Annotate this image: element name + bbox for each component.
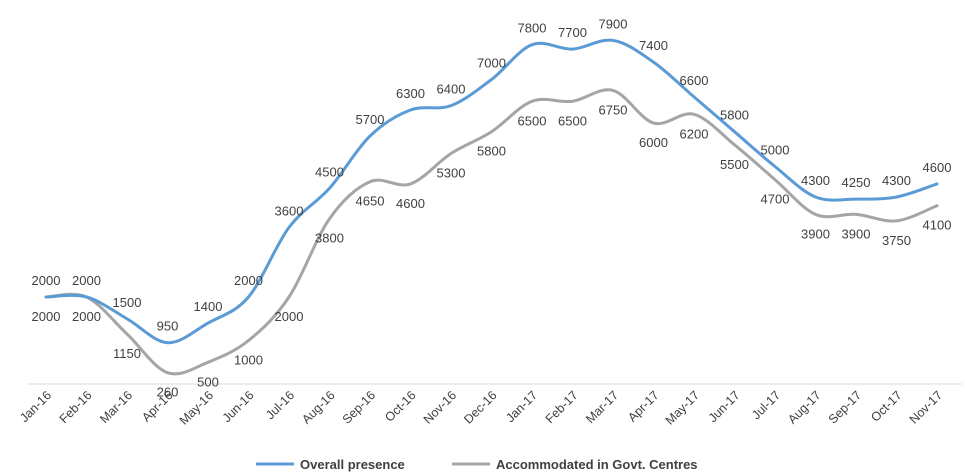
data-label: 7000 bbox=[477, 56, 506, 71]
legend: Overall presence Accommodated in Govt. Ce… bbox=[256, 457, 698, 472]
data-label: 1400 bbox=[194, 299, 223, 314]
series-line-accommodated-govt-centres bbox=[44, 88, 939, 376]
data-label: 3800 bbox=[315, 231, 344, 246]
x-tick-label: Sep-17 bbox=[826, 388, 864, 426]
data-label: 6750 bbox=[599, 102, 628, 117]
data-label: 4600 bbox=[923, 160, 952, 175]
data-label: 5800 bbox=[477, 144, 506, 159]
data-label: 3750 bbox=[882, 233, 911, 248]
x-tick-label: Aug-17 bbox=[785, 388, 823, 426]
x-tick-label: Sep-16 bbox=[340, 388, 378, 426]
data-label: 2000 bbox=[32, 273, 61, 288]
data-label: 6200 bbox=[680, 126, 709, 141]
x-tick-label: Mar-17 bbox=[583, 388, 621, 426]
data-label: 6500 bbox=[518, 113, 547, 128]
data-label: 6400 bbox=[437, 82, 466, 97]
x-tick-label: Jan-17 bbox=[503, 388, 540, 425]
series-line-overall-presence bbox=[44, 38, 939, 345]
data-label: 2000 bbox=[234, 273, 263, 288]
data-label: 4250 bbox=[842, 175, 871, 190]
data-label: 1000 bbox=[234, 353, 263, 368]
x-tick-label: Feb-17 bbox=[543, 388, 581, 426]
data-label: 950 bbox=[157, 319, 179, 334]
x-tick-label: Jul-16 bbox=[263, 388, 297, 422]
data-label: 5000 bbox=[761, 143, 790, 158]
data-label: 6000 bbox=[639, 135, 668, 150]
data-label: 2000 bbox=[32, 309, 61, 324]
x-tick-label: May-17 bbox=[663, 388, 702, 427]
data-label: 5700 bbox=[356, 112, 385, 127]
data-label: 3900 bbox=[801, 226, 830, 241]
data-label: 3900 bbox=[842, 226, 871, 241]
x-tick-label: Nov-16 bbox=[421, 388, 459, 426]
data-label: 4100 bbox=[923, 218, 952, 233]
data-label: 3600 bbox=[275, 203, 304, 218]
data-label: 4300 bbox=[801, 173, 830, 188]
data-label: 4600 bbox=[396, 196, 425, 211]
data-label: 2000 bbox=[275, 309, 304, 324]
x-tick-label: Oct-16 bbox=[382, 388, 418, 424]
data-label: 1150 bbox=[113, 346, 141, 361]
data-label: 500 bbox=[197, 374, 219, 389]
data-label: 2000 bbox=[72, 273, 101, 288]
data-label: 6600 bbox=[680, 73, 709, 88]
x-tick-label: Apr-17 bbox=[625, 388, 661, 424]
data-label: 4500 bbox=[315, 164, 344, 179]
data-label-layer: 2000 2000 1500 950 1400 2000 3600 4500 5700 6300 6… bbox=[32, 16, 952, 399]
data-label: 1500 bbox=[113, 295, 142, 310]
legend-label-overall-presence: Overall presence bbox=[300, 457, 405, 472]
x-tick-label: Oct-17 bbox=[868, 388, 904, 424]
data-label: 6300 bbox=[396, 86, 425, 101]
data-label: 7400 bbox=[639, 38, 668, 53]
x-tick-label: Jul-17 bbox=[749, 388, 783, 422]
data-label: 2000 bbox=[72, 309, 101, 324]
data-label: 5300 bbox=[437, 166, 466, 181]
series-layer bbox=[44, 38, 939, 376]
data-label: 6500 bbox=[558, 113, 587, 128]
x-tick-label: Aug-16 bbox=[299, 388, 337, 426]
data-label: 5500 bbox=[720, 157, 749, 172]
x-tick-label: Dec-16 bbox=[461, 388, 499, 426]
data-label: 4650 bbox=[356, 194, 385, 209]
data-label: 4700 bbox=[761, 192, 790, 207]
data-label: 7700 bbox=[558, 25, 587, 40]
x-tick-label: Mar-16 bbox=[97, 388, 135, 426]
data-label: 4300 bbox=[882, 173, 911, 188]
x-tick-label: May-16 bbox=[177, 388, 216, 427]
x-tick-label: Nov-17 bbox=[907, 388, 945, 426]
x-tick-label: Jun-17 bbox=[706, 388, 743, 425]
x-tick-label: Feb-16 bbox=[57, 388, 95, 426]
data-label: 7800 bbox=[518, 21, 547, 36]
x-tick-label: Jan-16 bbox=[17, 388, 54, 425]
data-label: 5800 bbox=[720, 108, 749, 123]
data-label: 7900 bbox=[599, 16, 628, 31]
legend-label-accommodated-govt-centres: Accommodated in Govt. Centres bbox=[496, 457, 698, 472]
data-label: 260 bbox=[157, 385, 179, 400]
x-tick-label: Jun-16 bbox=[220, 388, 257, 425]
